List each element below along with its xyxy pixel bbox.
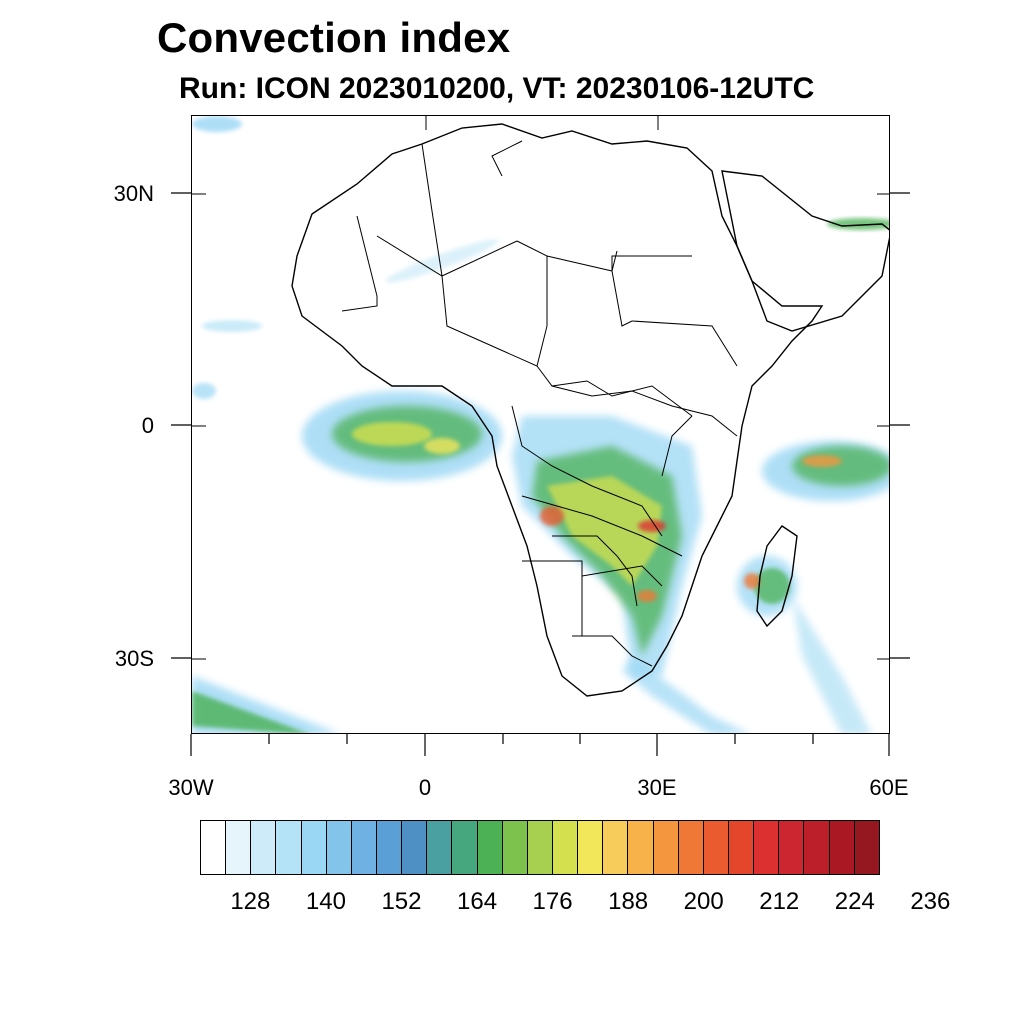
colorbar-swatch <box>427 821 453 874</box>
colorbar-swatch <box>402 821 428 874</box>
colorbar-swatch <box>452 821 478 874</box>
colorbar-tick-label: 212 <box>759 888 800 915</box>
colorbar-swatch <box>226 821 252 874</box>
colorbar-swatch <box>502 821 528 874</box>
colorbar-tick-label: 176 <box>532 888 573 915</box>
colorbar-tick-label: 188 <box>608 888 649 915</box>
colorbar <box>200 820 880 875</box>
colorbar-tick-label: 140 <box>305 888 346 915</box>
colorbar-swatch <box>301 821 327 874</box>
colorbar-swatch <box>251 821 277 874</box>
convection-field <box>192 116 889 733</box>
lon-label-30e: 30E <box>637 775 677 800</box>
colorbar-swatch <box>276 821 302 874</box>
chart-subtitle: Run: ICON 2023010200, VT: 20230106-12UTC <box>179 72 815 105</box>
colorbar-tick-label: 128 <box>230 888 271 915</box>
colorbar-swatch <box>552 821 579 874</box>
lon-label-30w: 30W <box>168 775 214 800</box>
colorbar-swatch <box>754 821 780 874</box>
colorbar-swatch <box>578 821 604 874</box>
colorbar-swatch <box>628 821 654 874</box>
chart-title: Convection index <box>157 14 511 61</box>
colorbar-swatch <box>728 821 755 874</box>
colorbar-swatch <box>854 821 879 874</box>
lon-label-0: 0 <box>418 775 432 800</box>
colorbar-swatch <box>201 821 227 874</box>
colorbar-swatch <box>678 821 704 874</box>
inner-ticks <box>192 116 889 660</box>
colorbar-tick-label: 152 <box>381 888 422 915</box>
lat-label-30s: 30S <box>114 646 154 671</box>
lat-label-0: 0 <box>141 413 154 438</box>
lon-label-60e: 60E <box>869 775 909 800</box>
colorbar-swatch <box>326 821 352 874</box>
colorbar-swatch <box>653 821 679 874</box>
country-borders <box>341 140 738 667</box>
colorbar-swatch <box>603 821 629 874</box>
colorbar-tick-label: 164 <box>457 888 498 915</box>
colorbar-swatch <box>829 821 855 874</box>
coastlines <box>291 123 889 697</box>
lat-label-30n: 30N <box>113 181 154 206</box>
map-panel <box>191 115 890 734</box>
colorbar-tick-label: 236 <box>910 888 951 915</box>
colorbar-swatch <box>527 821 553 874</box>
colorbar-swatch <box>703 821 729 874</box>
colorbar-tick-label: 200 <box>683 888 724 915</box>
colorbar-swatch <box>351 821 377 874</box>
colorbar-swatch <box>804 821 830 874</box>
colorbar-swatch <box>779 821 805 874</box>
map-canvas <box>192 116 889 733</box>
colorbar-tick-label: 224 <box>834 888 875 915</box>
colorbar-swatch <box>376 821 403 874</box>
colorbar-swatch <box>477 821 503 874</box>
